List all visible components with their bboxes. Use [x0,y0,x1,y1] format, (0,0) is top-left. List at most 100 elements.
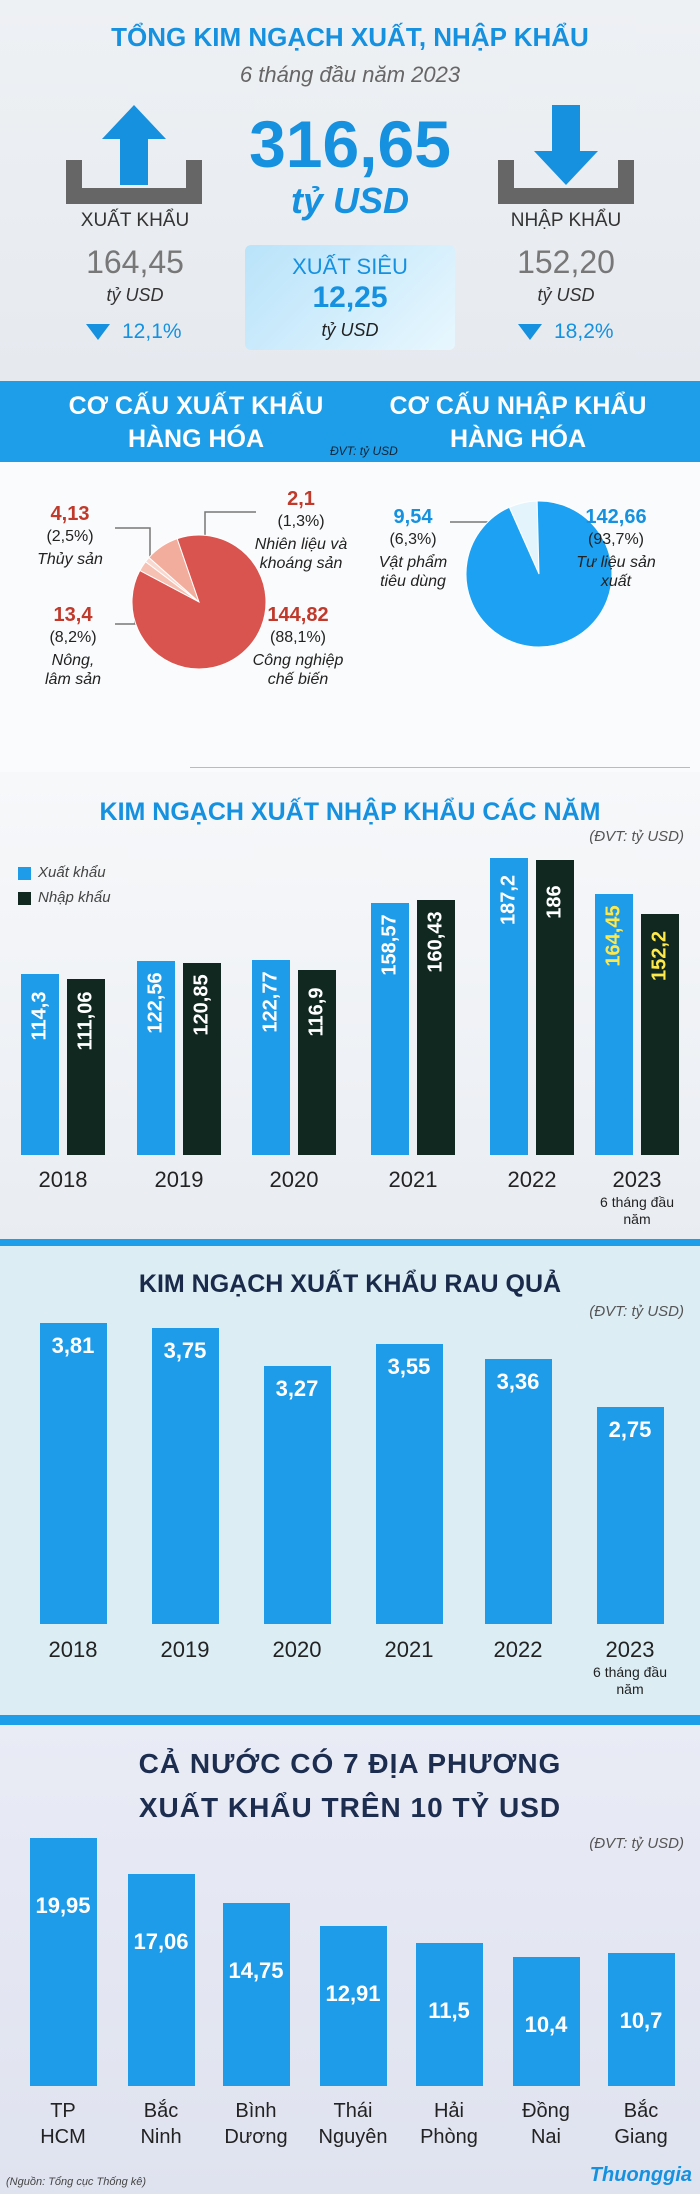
x-tick-label: Thái Nguyên [318,2100,388,2148]
value-label: 111,06 [74,991,97,1051]
value-label: 3,81 [51,1333,95,1358]
legend-label: Xuất khẩu [38,864,106,881]
export-unit: tỷ USD [106,285,164,305]
bar [183,963,221,1155]
value-label: 186 [543,885,566,919]
subtitle: 6 tháng đầu năm 2023 [239,62,461,87]
category-note: 6 tháng đầu năm [600,1194,674,1227]
slice-share: (93,7%) [587,531,645,548]
slice-label: Nhiên liệu và khoáng sản [254,536,348,572]
bar [298,969,336,1155]
bar [490,858,528,1155]
export-label: XUẤT KHẨU [80,210,190,231]
slice-share: (6,3%) [389,531,437,548]
surplus-box [245,245,455,350]
chart-bg [0,772,700,1239]
legend-label: Nhập khẩu [38,889,111,906]
value-label: 120,85 [190,974,213,1036]
value-label: 3,36 [496,1368,540,1394]
bar [151,1327,219,1624]
section-rule [0,1715,700,1725]
bar [319,1925,387,2086]
x-tick-label: 2018 [48,1637,98,1662]
import-value: 152,20 [517,244,615,280]
import-unit: tỷ USD [537,285,595,305]
section-rule [0,1239,700,1246]
chart-title: KIM NGẠCH XUẤT NHẬP KHẨU CÁC NĂM [99,798,601,826]
value-label: 160,43 [424,911,447,974]
unit-note: ĐVT: tỷ USD [330,444,398,458]
down-triangle [518,324,542,340]
legend-swatch [18,892,31,905]
value-label: 17,06 [133,1928,189,1954]
x-tick-label: Đồng Nai [522,2100,570,2148]
total-unit: tỷ USD [290,180,410,221]
slice-label: Công nghiệp chế biến [252,652,344,688]
x-tick-label: Bình Dương [224,2100,288,2148]
bar [29,1838,97,2086]
value-label: 164,45 [602,905,625,967]
bar [67,978,105,1155]
bar [417,900,455,1155]
bar [512,1956,580,2086]
value-label: 10,4 [524,2011,568,2037]
slice-label: Tư liệu sản xuất [576,554,656,590]
slice-share: (2,5%) [46,528,94,545]
export-value: 164,45 [86,244,184,280]
value-label: 3,55 [387,1353,431,1379]
bar [252,960,290,1155]
value-label: 152,2 [648,930,671,981]
value-label: 2,75 [608,1416,652,1442]
tray-icon [498,160,634,204]
down-arrow-icon [534,105,598,185]
surplus-value: 12,25 [312,281,388,314]
value-label: 10,7 [619,2007,663,2033]
down-triangle [86,324,110,340]
slice-value: 144,82 [267,604,329,626]
header-icons [66,105,634,340]
export-structure-title: CƠ CẤU XUẤT KHẨU HÀNG HÓA [68,392,324,453]
chart-title: KIM NGẠCH XUẤT KHẨU RAU QUẢ [138,1270,562,1298]
value-label: 187,2 [497,874,520,926]
chart-bg [0,1246,700,1715]
title: TỔNG KIM NGẠCH XUẤT, NHẬP KHẨU [111,22,589,52]
bar [127,1873,195,2086]
bar [21,973,59,1155]
unit-note: (ĐVT: tỷ USD) [589,1303,684,1320]
x-tick-label: 2022 [493,1637,543,1662]
value-label: 116,9 [305,987,328,1037]
x-tick-label: 2022 [507,1167,557,1192]
bar [39,1323,107,1624]
bar [415,1943,483,2086]
value-label: 11,5 [428,1998,470,2024]
bar [484,1358,552,1624]
bar [222,1902,290,2086]
bar [536,859,574,1155]
surplus-label: XUẤT SIÊU [292,254,408,279]
category-note: 6 tháng đầu năm [593,1664,667,1697]
value-label: 3,75 [163,1337,207,1363]
x-tick-label: 2019 [154,1167,204,1192]
x-tick-label: Hải Phòng [420,2100,478,2148]
total-value: 316,65 [249,107,451,181]
slice-value: 9,54 [393,506,433,528]
bar [607,1952,675,2086]
value-label: 122,77 [259,971,282,1033]
slice-value: 142,66 [585,506,647,528]
unit-note: (ĐVT: tỷ USD) [589,1835,684,1852]
logo: Thuonggia [589,2164,692,2186]
unit-note: (ĐVT: tỷ USD) [589,828,684,845]
x-tick-label: 2021 [388,1167,438,1192]
slice-share: (1,3%) [277,513,325,530]
bar [595,894,633,1155]
export-change: 12,1% [122,320,182,343]
bar [375,1343,443,1624]
value-label: 19,95 [35,1893,91,1918]
bar [137,960,175,1155]
bar [371,903,409,1155]
bar [641,913,679,1155]
slice-label: Nông, lâm sản [44,652,102,688]
x-tick-label: TP HCM [40,2100,86,2148]
tray-icon [66,160,202,204]
legend-swatch [18,867,31,880]
